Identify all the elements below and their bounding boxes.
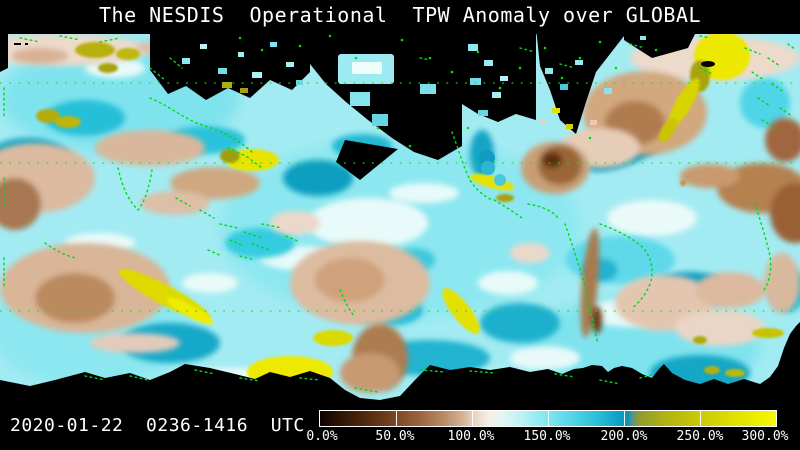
tpw-anomaly-map xyxy=(0,28,800,412)
colorbar-label: 300.0% xyxy=(741,429,789,444)
colorbar-label: 0.0% xyxy=(306,429,338,444)
colorbar xyxy=(319,410,777,427)
scatter-speckles xyxy=(238,34,658,148)
colorbar-tick xyxy=(471,411,473,426)
colorbar-label: 50.0% xyxy=(375,429,415,444)
colorbar-labels: 0.0% 50.0% 100.0% 150.0% 200.0% 250.0% 3… xyxy=(0,429,800,445)
no-data-regions xyxy=(0,28,800,412)
colorbar-label: 150.0% xyxy=(523,429,571,444)
timestamp: 2020-01-22 0236-1416 UTC xyxy=(10,415,305,436)
colorbar-label: 250.0% xyxy=(676,429,724,444)
coastlines xyxy=(3,35,797,393)
latitude-gridlines xyxy=(0,82,800,312)
colorbar-tick xyxy=(395,411,397,426)
colorbar-tick xyxy=(548,411,549,426)
colorbar-label: 100.0% xyxy=(447,429,495,444)
polar-data-patches xyxy=(182,36,646,186)
page-title: The NESDIS Operational TPW Anomaly over … xyxy=(99,3,701,27)
colorbar-label: 200.0% xyxy=(600,429,648,444)
colorbar-tick xyxy=(623,411,625,426)
colorbar-tick xyxy=(699,411,701,426)
